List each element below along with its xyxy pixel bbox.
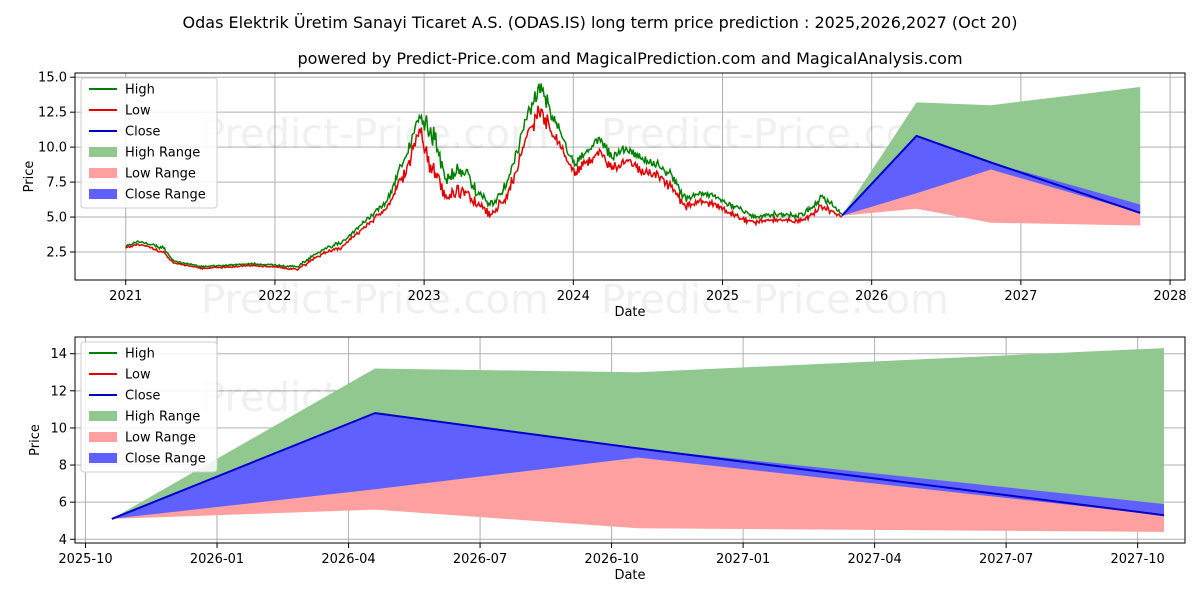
legend-close-label: Close [125,389,160,404]
legend-high-label: High [125,83,155,98]
legend-high-range-label: High Range [125,146,200,161]
upper-close-range-area [841,135,1141,216]
lower-y-tick-label: 8 [59,459,67,474]
lower-x-tick-label: 2026-10 [584,552,638,567]
upper-y-tick-label: 15.0 [38,71,67,86]
lower-x-tick-label: 2027-04 [847,552,901,567]
upper-x-tick-label: 2025 [706,289,739,304]
chart-title: Odas Elektrik Üretim Sanayi Ticaret A.S.… [183,13,1018,32]
upper-y-tick-label: 2.5 [46,246,67,261]
lower-close-range-area [111,413,1164,519]
chart-subtitle: powered by Predict-Price.com and Magical… [297,49,962,68]
upper-x-tick-label: 2028 [1154,289,1187,304]
upper-y-axis-label: Price [22,161,37,193]
upper-low-series-line [125,105,843,272]
lower-low-range-area [111,457,1164,532]
upper-y-tick-label: 12.5 [38,106,67,121]
watermark-text: Predict-Price.com [201,112,549,158]
lower-y-tick-label: 10 [50,421,67,436]
legend-low-label: Low [125,104,151,119]
legend-high-label: High [125,347,155,362]
lower-axes-frame [74,336,1186,544]
upper-y-tick-label: 5.0 [46,211,67,226]
lower-y-tick-label: 14 [50,347,67,362]
lower-x-tick-label: 2026-01 [190,552,244,567]
legend-high-range-swatch [89,411,117,421]
legend-high-range-label: High Range [125,410,200,425]
legend-low-range-swatch [89,432,117,442]
legend-close-label: Close [125,125,160,140]
lower-x-tick-label: 2027-01 [716,552,770,567]
upper-x-tick-label: 2024 [557,289,590,304]
legend-close-range-label: Close Range [125,188,206,203]
lower-x-tick-label: 2027-10 [1110,552,1164,567]
upper-high-series-line [125,83,843,269]
lower-x-tick-label: 2026-04 [321,552,375,567]
lower-y-tick-label: 6 [59,496,67,511]
upper-x-tick-label: 2022 [258,289,291,304]
upper-y-tick-label: 10.0 [38,141,67,156]
upper-x-tick-label: 2021 [109,289,142,304]
upper-y-tick-label: 7.5 [46,176,67,191]
lower-x-axis-label: Date [614,568,645,583]
legend-close-range-label: Close Range [125,452,206,467]
lower-x-tick-label: 2027-07 [979,552,1033,567]
legend-low-range-label: Low Range [125,167,196,182]
lower-chart-panel: Predict-Price.comPredict-Price.com2025-1… [28,336,1186,583]
upper-x-tick-label: 2023 [408,289,441,304]
legend-close-range-swatch [89,189,117,199]
watermark-text: Predict-Price.com [201,277,549,323]
legend-high-range-swatch [89,147,117,157]
upper-x-tick-label: 2026 [855,289,888,304]
upper-legend: High Low Close High Range Low Range Close Ran… [80,77,218,209]
lower-y-tick-label: 12 [50,384,67,399]
legend-low-label: Low [125,368,151,383]
lower-y-tick-label: 4 [59,533,67,548]
lower-x-tick-label: 2025-10 [58,552,112,567]
legend-close-range-swatch [89,453,117,463]
lower-legend: High Low Close High Range Low Range Close Ran… [80,341,218,473]
lower-x-tick-label: 2026-07 [453,552,507,567]
upper-chart-panel: Predict-Price.com Predict-Price.com Predic… [22,71,1187,323]
upper-x-tick-label: 2027 [1004,289,1037,304]
legend-low-range-label: Low Range [125,431,196,446]
upper-close-series-line [841,134,1141,217]
lower-close-series-line [111,412,1165,520]
watermark-text: Predict-Price.com [601,277,949,323]
upper-axes-frame [74,72,1186,281]
legend-low-range-swatch [89,168,117,178]
upper-low-range-area [841,169,1141,226]
upper-x-axis-label: Date [614,305,645,320]
lower-y-axis-label: Price [28,424,43,456]
